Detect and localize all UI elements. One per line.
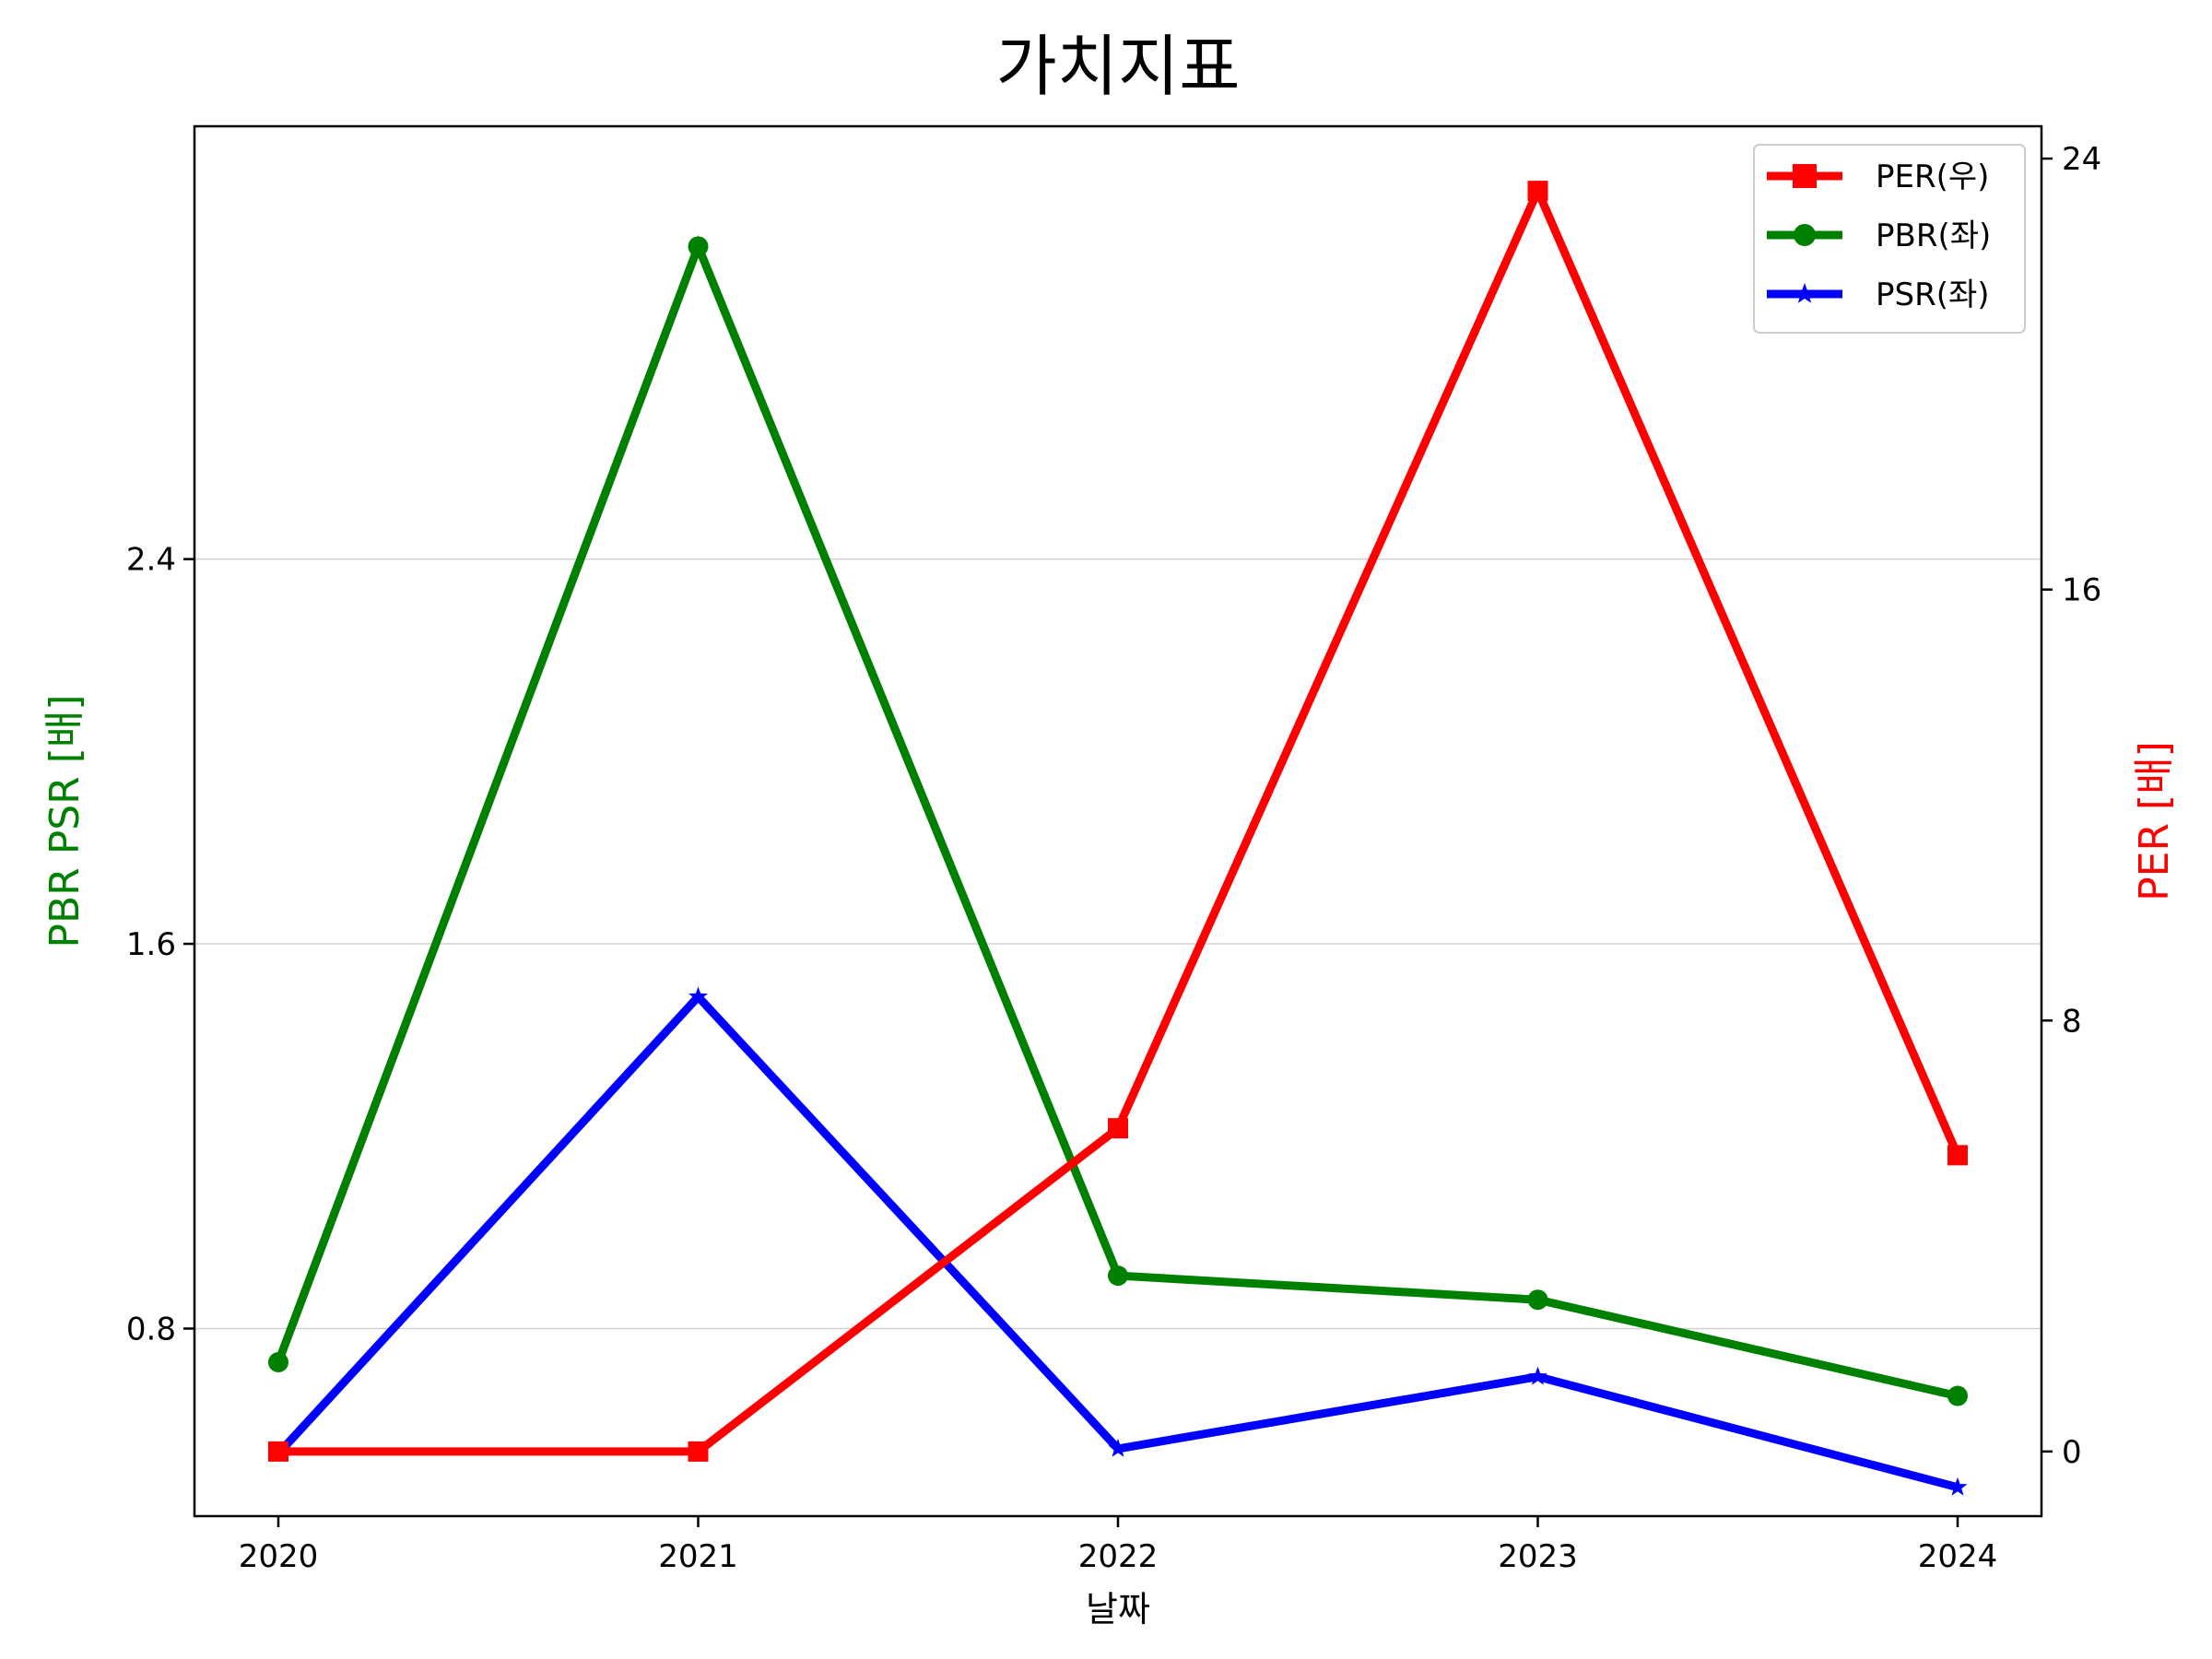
legend-marker [1794, 224, 1816, 246]
x-tick-label: 2021 [658, 1538, 738, 1575]
data-point-circle [1527, 1289, 1548, 1311]
data-point-circle [268, 1352, 288, 1373]
y-right-tick-label: 0 [2062, 1434, 2082, 1471]
legend-label: PER(우) [1876, 159, 1989, 195]
axis-layer: 0.8 1.6 2.4 0 8 16 24 2020 2021 2022 2023 2024 [126, 141, 2101, 1575]
grid-layer [194, 558, 2041, 1330]
data-point-square [1947, 1145, 1968, 1166]
data-point-circle [688, 236, 709, 257]
y-axis-label-left: PBR PSR [배] [41, 694, 88, 947]
data-point-square [268, 1441, 288, 1462]
y-axis-label-right: PER [배] [2131, 741, 2178, 901]
data-point-star [1108, 1438, 1128, 1457]
legend-label: PBR(좌) [1876, 218, 1991, 254]
legend-label: PSR(좌) [1876, 276, 1990, 313]
data-point-star [688, 986, 708, 1006]
data-point-square [1527, 181, 1548, 202]
data-point-circle [1108, 1265, 1128, 1287]
x-axis-label: 날짜 [1086, 1589, 1150, 1630]
y-left-tick-label: 1.6 [126, 926, 176, 963]
data-point-star [1947, 1477, 1968, 1496]
x-tick-label: 2020 [239, 1538, 319, 1575]
y-right-tick-label: 16 [2062, 572, 2101, 609]
data-point-circle [1947, 1385, 1968, 1406]
y-right-tick-label: 24 [2062, 141, 2101, 178]
data-point-star [1528, 1366, 1547, 1385]
legend: PER(우) PBR(좌) PSR(좌) [1753, 144, 2026, 334]
legend-marker [1793, 164, 1817, 188]
data-point-square [1108, 1118, 1128, 1139]
y-right-tick-label: 8 [2062, 1003, 2082, 1040]
y-left-tick-label: 0.8 [126, 1311, 176, 1347]
legend-box [1753, 144, 2026, 334]
x-tick-label: 2023 [1498, 1538, 1578, 1575]
x-tick-label: 2022 [1078, 1538, 1159, 1575]
chart-title: 가치지표 [996, 28, 1241, 105]
data-point-square [688, 1441, 709, 1462]
legend-marker [1794, 283, 1816, 303]
y-left-tick-label: 2.4 [126, 542, 176, 579]
x-tick-label: 2024 [1918, 1538, 1998, 1575]
series-layer [268, 180, 1968, 1496]
